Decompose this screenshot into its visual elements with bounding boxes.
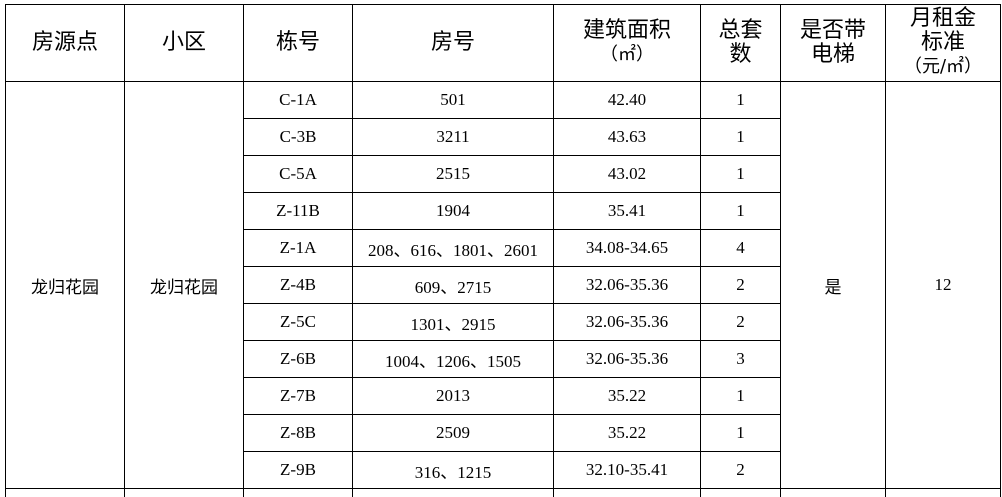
- cell: 龙归花园: [5, 81, 125, 489]
- cell: Z-9B: [243, 451, 353, 489]
- table-row: Z-1A 208、616、1801、2601 34.08-34.65 4: [6, 229, 1001, 267]
- header-text: 数: [729, 42, 752, 67]
- table-row: Z-11B 1904 35.41 1: [6, 192, 1001, 230]
- header-cell: 房号: [352, 4, 554, 82]
- cell: 1004、1206、1505: [352, 340, 554, 378]
- empty-cell: [553, 488, 701, 497]
- cell: C-3B: [243, 118, 353, 156]
- header-cell: 月租金 标准 （元/㎡）: [885, 4, 1001, 82]
- cell: 1: [700, 118, 781, 156]
- empty-cell: [700, 488, 781, 497]
- header-text: 总套: [718, 18, 763, 43]
- cell: 32.06-35.36: [553, 303, 701, 341]
- cell: 208、616、1801、2601: [352, 229, 554, 267]
- table-row: 龙归花园 龙归花园 C-1A 501 42.40 1 是 12: [5, 81, 1001, 489]
- cell: 龙归花园: [124, 81, 244, 489]
- header-text: 电梯: [810, 42, 855, 67]
- cell: 是: [780, 81, 886, 489]
- header-text: 建筑面积: [582, 18, 671, 43]
- empty-cell: [780, 488, 886, 497]
- continuation-row: [5, 488, 1001, 497]
- cell: 1: [700, 192, 781, 230]
- cell: 35.22: [553, 377, 701, 415]
- cell: Z-7B: [243, 377, 353, 415]
- cell: Z-6B: [243, 340, 353, 378]
- header-cell: 栋号: [243, 4, 353, 82]
- empty-cell: [885, 488, 1001, 497]
- cell: 32.10-35.41: [553, 451, 701, 489]
- cell: 1301、2915: [352, 303, 554, 341]
- header-cell: 是否带 电梯: [780, 4, 886, 82]
- header-text: 月租金: [909, 6, 976, 31]
- cell: C-5A: [243, 155, 353, 193]
- table-row: C-5A 2515 43.02 1: [6, 155, 1001, 193]
- cell: 3211: [352, 118, 554, 156]
- table-row: Z-8B 2509 35.22 1: [6, 414, 1001, 452]
- cell: 35.41: [553, 192, 701, 230]
- header-row: 房源点 小区 栋号 房号 建筑面积 （㎡） 总套数是否带 电梯 月租金 标准 （元/㎡）: [5, 4, 1001, 82]
- header-text: 栋号: [275, 30, 320, 55]
- cell: 34.08-34.65: [553, 229, 701, 267]
- cell: 2509: [352, 414, 554, 452]
- cell: Z-5C: [243, 303, 353, 341]
- cell: 12: [885, 81, 1001, 489]
- cell: 501: [352, 81, 554, 119]
- cell: 1: [700, 414, 781, 452]
- cell: 3: [700, 340, 781, 378]
- cell: 43.63: [553, 118, 701, 156]
- cell: 4: [700, 229, 781, 267]
- header-text: 房号: [430, 30, 475, 55]
- table-row: Z-5C 1301、2915 32.06-35.36 2: [6, 303, 1001, 341]
- empty-cell: [352, 488, 554, 497]
- cell: Z-11B: [243, 192, 353, 230]
- cell: 1: [700, 377, 781, 415]
- cell: Z-4B: [243, 266, 353, 304]
- table-row: Z-4B 609、2715 32.06-35.36 2: [6, 266, 1001, 304]
- cell: 1: [700, 155, 781, 193]
- table-row: Z-6B 1004、1206、1505 32.06-35.36 3: [6, 340, 1001, 378]
- header-cell: 建筑面积 （㎡）: [553, 4, 701, 82]
- header-text: 房源点: [31, 30, 98, 55]
- header-text: 是否带: [799, 18, 866, 43]
- cell: C-1A: [243, 81, 353, 119]
- cell: 1904: [352, 192, 554, 230]
- table-body: 龙归花园 龙归花园 C-1A 501 42.40 1 是 12 C-3B 3211 43.63 1 C-…: [5, 81, 1001, 497]
- cell: 43.02: [553, 155, 701, 193]
- cell: 2515: [352, 155, 554, 193]
- cell: 2: [700, 266, 781, 304]
- header-cell: 总套数: [700, 4, 781, 82]
- header-text: （元/㎡）: [903, 56, 983, 77]
- header-cell: 小区: [124, 4, 244, 82]
- cell: Z-1A: [243, 229, 353, 267]
- rental-table: 房源点 小区 栋号 房号 建筑面积 （㎡） 总套数是否带 电梯 月租金 标准 （元/㎡） 龙归花园龙…: [5, 4, 1001, 497]
- empty-cell: [5, 488, 125, 497]
- header-text: （㎡）: [600, 44, 654, 65]
- cell: 32.06-35.36: [553, 266, 701, 304]
- empty-cell: [243, 488, 353, 497]
- empty-cell: [124, 488, 244, 497]
- cell: 42.40: [553, 81, 701, 119]
- cell: 2: [700, 303, 781, 341]
- cell: Z-8B: [243, 414, 353, 452]
- table-row: C-3B 3211 43.63 1: [6, 118, 1001, 156]
- cell: 32.06-35.36: [553, 340, 701, 378]
- header-cell: 房源点: [5, 4, 125, 82]
- cell: 1: [700, 81, 781, 119]
- header-text: 小区: [161, 30, 206, 55]
- header-text: 标准: [920, 30, 965, 55]
- cell: 316、1215: [352, 451, 554, 489]
- cell: 2013: [352, 377, 554, 415]
- cell: 2: [700, 451, 781, 489]
- cell: 609、2715: [352, 266, 554, 304]
- cell: 35.22: [553, 414, 701, 452]
